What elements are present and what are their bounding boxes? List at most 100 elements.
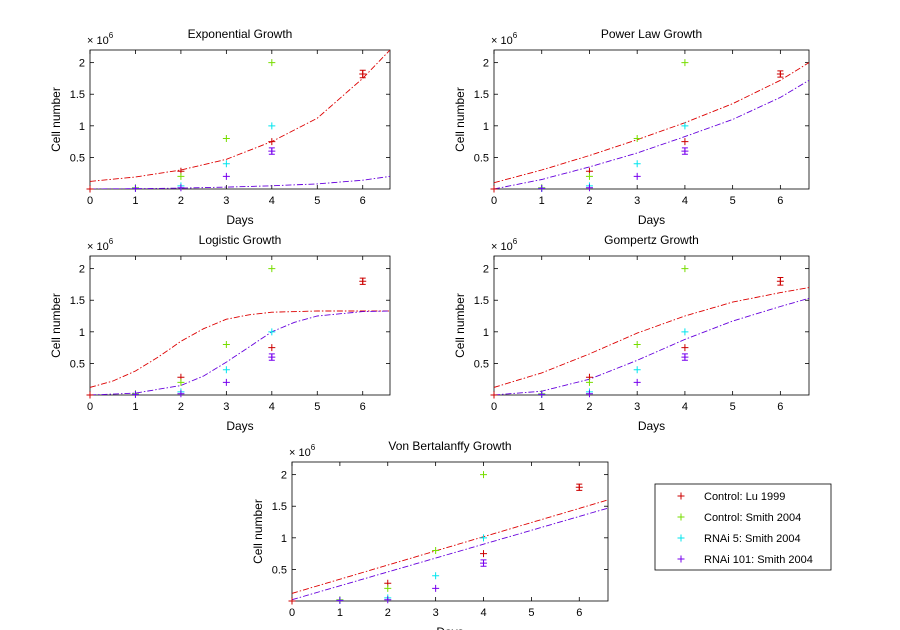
fit-line — [494, 79, 809, 189]
x-tick-label: 4 — [682, 401, 688, 413]
y-exponent-power: 6 — [513, 31, 518, 40]
x-tick-label: 5 — [528, 607, 534, 619]
fit-line — [90, 310, 390, 395]
y-tick-label: 0.5 — [70, 152, 85, 164]
fit-line — [494, 287, 809, 388]
x-tick-label: 6 — [576, 607, 582, 619]
y-tick-label: 1.5 — [70, 295, 85, 307]
x-tick-label: 4 — [269, 195, 275, 207]
y-tick-label: 2 — [79, 264, 85, 276]
legend: Control: Lu 1999 Control: Smith 2004 RNAi … — [654, 483, 832, 571]
subplot-title: Power Law Growth — [601, 27, 702, 41]
legend-label: RNAi 101: Smith 2004 — [704, 554, 813, 566]
data-point — [633, 366, 641, 374]
y-axis-label: Cell number — [453, 87, 467, 152]
y-exponent-label: × 106 — [289, 443, 316, 459]
x-tick-label: 0 — [491, 195, 497, 207]
y-tick-label: 2 — [483, 264, 489, 276]
y-tick-label: 1 — [79, 327, 85, 339]
y-tick-label: 2 — [483, 58, 489, 70]
axes-box — [493, 255, 810, 396]
data-point — [633, 172, 641, 180]
y-tick-label: 0.5 — [272, 564, 287, 576]
y-exponent-label: × 106 — [87, 237, 114, 253]
data-point — [538, 184, 546, 192]
y-axis-label: Cell number — [251, 499, 265, 564]
y-tick-label: 1.5 — [272, 501, 287, 513]
data-point — [633, 340, 641, 348]
y-axis-label: Cell number — [49, 87, 63, 152]
data-point — [268, 138, 276, 146]
data-point — [490, 391, 498, 399]
axes-box — [291, 461, 609, 602]
y-tick-label: 2 — [79, 58, 85, 70]
data-point — [177, 184, 185, 192]
x-tick-label: 0 — [491, 401, 497, 413]
data-point — [268, 265, 276, 273]
data-point — [633, 378, 641, 386]
data-point — [480, 534, 488, 542]
x-tick-label: 4 — [269, 401, 275, 413]
subplot-1: 0 1 2 3 4 5 60.511.52× 106 Exponential GrowthDa… — [49, 27, 391, 227]
y-exponent-base: × 10 — [87, 241, 109, 253]
x-tick-label: 3 — [433, 607, 439, 619]
y-tick-label: 1.5 — [70, 89, 85, 101]
y-exponent-base: × 10 — [491, 35, 513, 47]
y-exponent-label: × 106 — [491, 31, 518, 47]
data-point — [268, 328, 276, 336]
data-point — [222, 134, 230, 142]
y-exponent-power: 6 — [513, 237, 518, 246]
data-point — [336, 596, 344, 604]
x-tick-label: 2 — [178, 401, 184, 413]
data-point — [490, 185, 498, 193]
y-tick-label: 1.5 — [474, 295, 489, 307]
data-point — [131, 390, 139, 398]
x-axis-label: Days — [226, 213, 253, 227]
data-point — [288, 597, 296, 605]
y-exponent-power: 6 — [109, 31, 114, 40]
x-tick-label: 3 — [634, 195, 640, 207]
y-axis-label: Cell number — [49, 293, 63, 358]
data-point — [480, 550, 488, 558]
legend-label: Control: Lu 1999 — [704, 491, 785, 503]
legend-box — [654, 483, 832, 571]
data-point — [681, 265, 689, 273]
x-tick-label: 3 — [223, 401, 229, 413]
data-point — [177, 378, 185, 386]
error-bar — [777, 276, 784, 286]
x-tick-label: 2 — [385, 607, 391, 619]
y-exponent-base: × 10 — [491, 241, 513, 253]
y-exponent-label: × 106 — [87, 31, 114, 47]
x-tick-label: 3 — [634, 401, 640, 413]
legend-label: Control: Smith 2004 — [704, 512, 801, 524]
x-tick-label: 4 — [480, 607, 486, 619]
x-tick-label: 1 — [539, 195, 545, 207]
subplot-title: Logistic Growth — [199, 233, 282, 247]
error-bar — [576, 483, 583, 491]
error-bar — [268, 353, 275, 361]
subplot-5: 0 1 2 3 4 5 60.511.52× 106 Von Bertalanffy Grow… — [251, 439, 609, 630]
data-point — [633, 160, 641, 168]
x-tick-label: 1 — [132, 401, 138, 413]
x-tick-label: 6 — [360, 195, 366, 207]
x-tick-label: 1 — [132, 195, 138, 207]
x-tick-label: 4 — [682, 195, 688, 207]
data-point — [681, 328, 689, 336]
subplot-title: Exponential Growth — [188, 27, 293, 41]
x-tick-label: 0 — [87, 195, 93, 207]
data-point — [585, 378, 593, 386]
legend-marker — [677, 513, 685, 521]
data-point — [177, 172, 185, 180]
data-point — [681, 138, 689, 146]
data-point — [681, 122, 689, 130]
x-tick-label: 3 — [223, 195, 229, 207]
error-bar — [359, 277, 366, 285]
error-bar — [480, 559, 487, 567]
x-tick-label: 1 — [539, 401, 545, 413]
data-point — [177, 390, 185, 398]
data-point — [268, 59, 276, 67]
error-bar — [268, 147, 275, 155]
y-axis-label: Cell number — [453, 293, 467, 358]
x-axis-label: Days — [226, 419, 253, 433]
